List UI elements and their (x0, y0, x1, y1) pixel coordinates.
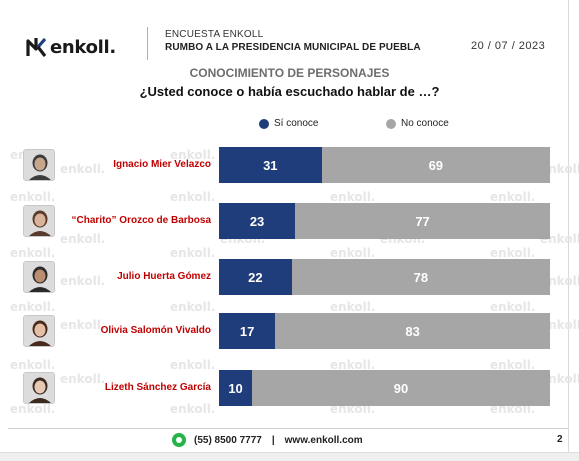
watermark-text: enkoll. (60, 318, 106, 332)
watermark-text: enkoll. (490, 300, 536, 314)
watermark-text: enkoll. (60, 162, 106, 176)
legend-label-no-conoce: No conoce (401, 118, 449, 129)
watermark-text: enkoll. (170, 402, 216, 416)
watermark-text: enkoll. (170, 148, 216, 162)
bar-value-label: 69 (428, 157, 444, 173)
header-divider (147, 27, 148, 60)
question-text: ¿Usted conoce o había escuchado hablar d… (139, 84, 440, 99)
watermark-text: enkoll. (330, 358, 376, 372)
enkoll-logo: enkoll. (26, 34, 116, 60)
watermark-text: enkoll. (170, 246, 216, 260)
bar-value-label: 83 (405, 323, 420, 339)
footer-contact: (55) 8500 7777 | www.enkoll.com (172, 433, 363, 447)
enkoll-logo-mark-icon (26, 37, 47, 57)
bar-value-label: 77 (415, 213, 430, 229)
bar-segment-no-conoce: 69 (321, 147, 550, 183)
page-bottom-edge (0, 452, 579, 461)
watermark-text: enkoll. (330, 246, 376, 260)
bar-value-label: 10 (228, 380, 243, 396)
survey-label: ENCUESTA ENKOLL (165, 29, 264, 40)
watermark-text: enkoll. (60, 372, 106, 386)
bar-value-label: 23 (249, 213, 265, 229)
whatsapp-icon (172, 433, 186, 447)
legend-swatch-si-conoce (259, 118, 269, 129)
watermark-text: enkoll. (170, 190, 216, 204)
bar-value-label: 17 (239, 323, 255, 339)
footer-phone: (55) 8500 7777 (194, 434, 262, 446)
watermark-text: enkoll. (60, 274, 106, 288)
bar-value-label: 78 (413, 269, 429, 285)
footer-website[interactable]: www.enkoll.com (284, 434, 363, 446)
bar-value-label: 90 (393, 380, 409, 396)
candidate-photo (23, 315, 55, 347)
watermark-text: enkoll. (10, 358, 56, 372)
legend-swatch-no-conoce (386, 118, 396, 129)
bar-segment-si-conoce: 10 (219, 370, 253, 406)
section-title: CONOCIMIENTO DE PERSONAJES (189, 66, 390, 80)
candidate-name-label: “Charito” Orozco de Barbosa (71, 215, 211, 226)
legend-item-si-conoce: Sí conoce (259, 118, 318, 129)
candidate-name-label: Ignacio Mier Velazco (113, 159, 211, 170)
survey-date: 20 / 07 / 2023 (471, 40, 546, 52)
bar-value-label: 31 (263, 157, 278, 173)
watermark-text: enkoll. (490, 190, 536, 204)
watermark-text: enkoll. (330, 300, 376, 314)
watermark-text: enkoll. (490, 246, 536, 260)
candidate-photo (23, 261, 55, 293)
footer-divider (8, 428, 568, 429)
watermark-text: enkoll. (490, 358, 536, 372)
bar-value-label: 22 (248, 269, 263, 285)
watermark-text: enkoll. (10, 300, 56, 314)
candidate-photo (23, 372, 55, 404)
candidate-name-label: Olivia Salomón Vivaldo (100, 325, 211, 336)
candidate-photo (23, 149, 55, 181)
bar-segment-no-conoce: 77 (295, 203, 550, 239)
bar-segment-si-conoce: 22 (219, 259, 292, 295)
survey-title: RUMBO A LA PRESIDENCIA MUNICIPAL DE PUEB… (165, 42, 421, 53)
bar-segment-no-conoce: 83 (275, 313, 550, 349)
candidate-name-label: Julio Huerta Gómez (117, 271, 211, 282)
candidate-photo (23, 205, 55, 237)
watermark-text: enkoll. (330, 190, 376, 204)
watermark-text: enkoll. (10, 246, 56, 260)
watermark-text: enkoll. (60, 232, 106, 246)
candidate-name-label: Lizeth Sánchez García (104, 382, 211, 393)
bar-segment-si-conoce: 17 (219, 313, 276, 349)
brand-name: enkoll. (50, 36, 116, 58)
bar-segment-no-conoce: 78 (291, 259, 550, 295)
page-number: 2 (557, 434, 563, 445)
bar-segment-si-conoce: 23 (219, 203, 296, 239)
watermark-text: enkoll. (10, 402, 56, 416)
bar-segment-si-conoce: 31 (219, 147, 322, 183)
watermark-text: enkoll. (10, 190, 56, 204)
watermark-text: enkoll. (170, 300, 216, 314)
legend-label-si-conoce: Sí conoce (274, 118, 319, 129)
bar-segment-no-conoce: 90 (252, 370, 550, 406)
watermark-text: enkoll. (170, 358, 216, 372)
legend-item-no-conoce: No conoce (386, 118, 449, 129)
footer-separator: | (271, 434, 275, 446)
